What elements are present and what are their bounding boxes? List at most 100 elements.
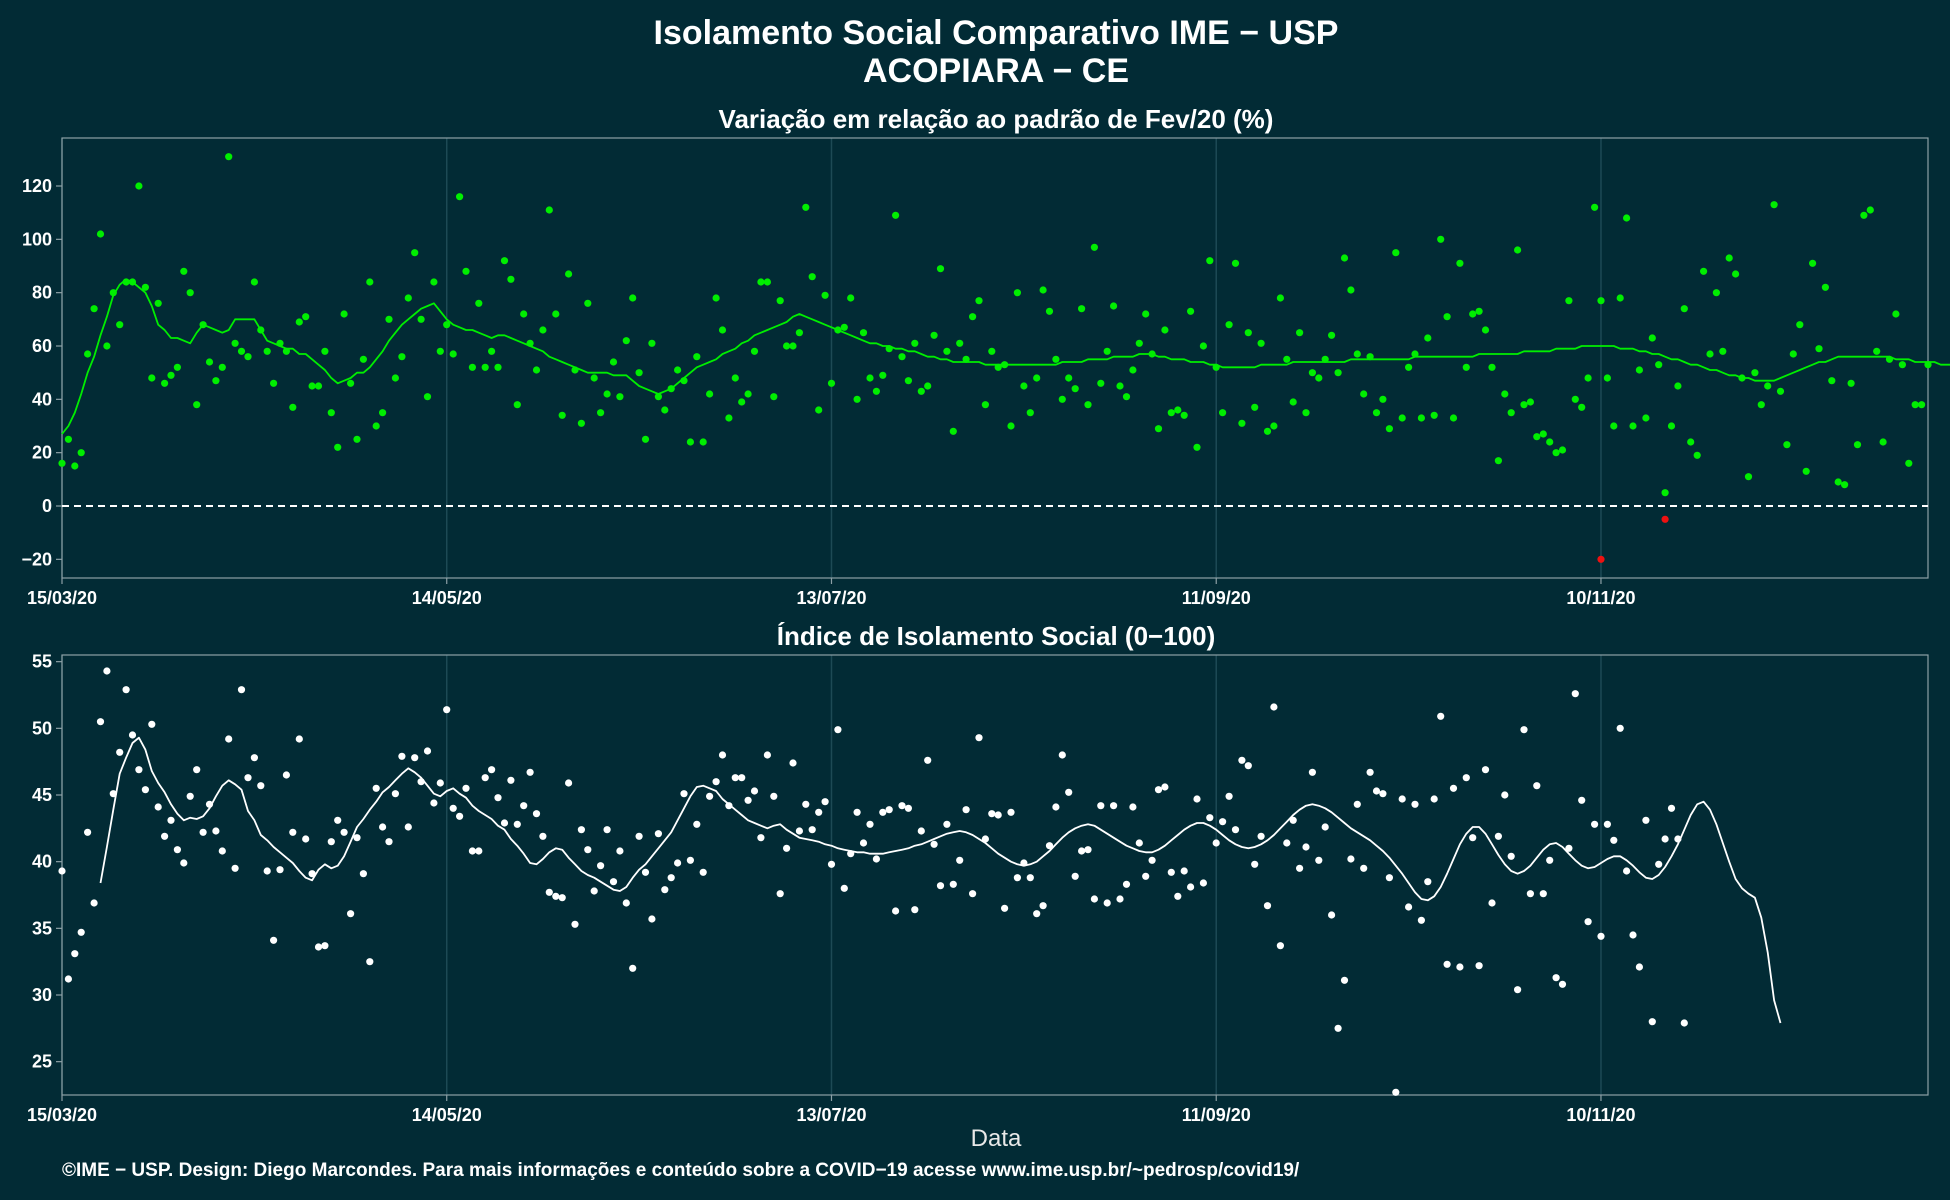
data-point [96,230,105,238]
data-point [609,358,618,366]
data-point [590,887,598,895]
data-point [988,810,996,818]
data-point [1834,478,1842,486]
data-point [1225,792,1233,800]
footer-credit: ©IME − USP. Design: Diego Marcondes. Par… [62,1160,1300,1181]
data-point [840,323,848,331]
data-point [1501,390,1509,398]
y-tick-label: 30 [32,985,52,1005]
data-point [1334,369,1342,377]
data-point [295,735,303,743]
data-point [1571,690,1579,698]
y-tick-label: 50 [32,718,52,738]
data-point [84,350,92,358]
data-point [1187,883,1195,891]
data-point [1078,847,1086,855]
data-point [347,910,355,918]
data-point [565,779,573,787]
data-point [622,337,630,345]
data-point [1289,398,1297,406]
data-point [1911,401,1919,409]
data-point [475,847,483,855]
data-point [1225,321,1233,329]
data-point [167,371,175,379]
moving-average-line [99,736,1782,1024]
data-point [1680,305,1688,313]
data-point [1142,872,1150,880]
data-point [1578,403,1586,411]
data-point [372,784,380,792]
data-point [1591,820,1599,828]
data-point [776,297,784,305]
data-point [71,950,79,958]
data-point [930,331,938,339]
x-tick-label: 13/07/20 [796,1105,866,1125]
data-point [571,366,579,374]
data-point [674,366,682,374]
data-point [1116,382,1124,390]
data-point [718,751,727,759]
data-point [1154,786,1163,794]
data-point [1437,712,1445,720]
data-point [1571,395,1579,403]
data-point [1885,355,1894,363]
data-point [488,766,496,774]
data-point [795,827,804,835]
data-point [205,358,214,366]
data-point [1328,911,1336,919]
data-point [128,278,137,286]
data-point [1642,414,1650,422]
data-point [1424,334,1432,342]
data-point [1206,257,1214,265]
data-point [680,377,688,385]
chart-title-line1: Isolamento Social Comparativo IME − USP [654,14,1339,52]
data-point [314,943,323,951]
data-point [1065,788,1073,796]
data-point [545,206,553,214]
data-point [1744,473,1753,481]
panel1-plot-area: −20 0 20 40 60 80 100 120 15/03/20 14/05/20 13/07/… [21,137,1950,608]
data-point [1007,422,1015,430]
data-point [532,810,541,818]
data-point [161,379,169,387]
data-point [302,313,310,321]
data-point [225,735,233,743]
data-point [1629,422,1637,430]
data-point [1565,297,1573,305]
data-point [1661,489,1669,497]
data-point [436,347,444,355]
data-point [1257,339,1265,347]
data-point [135,182,143,190]
data-point [994,811,1002,819]
x-tick-label: 15/03/20 [27,1105,97,1125]
data-point [776,890,784,898]
data-point [712,778,720,786]
data-point [116,321,124,329]
data-point [1905,459,1913,467]
y-tick-label: 20 [32,443,52,463]
data-point [456,812,464,820]
data-point [969,890,977,898]
data-point [218,847,226,855]
data-point [1610,836,1618,844]
data-point [443,321,451,329]
data-point [783,342,791,350]
data-point [353,435,361,443]
data-point [840,884,848,892]
data-point [109,790,117,798]
data-point [924,756,932,764]
data-point [276,866,284,874]
data-point [969,313,977,321]
data-point [481,363,489,371]
data-point [1603,820,1611,828]
data-point [1020,382,1028,390]
data-point [994,363,1002,371]
data-point [577,419,586,427]
data-point [1302,409,1310,417]
data-point [609,878,618,886]
y-tick-label: 55 [32,652,52,672]
data-point [1347,286,1355,294]
data-point [225,153,233,161]
data-point [577,826,586,834]
data-point [1558,446,1567,454]
